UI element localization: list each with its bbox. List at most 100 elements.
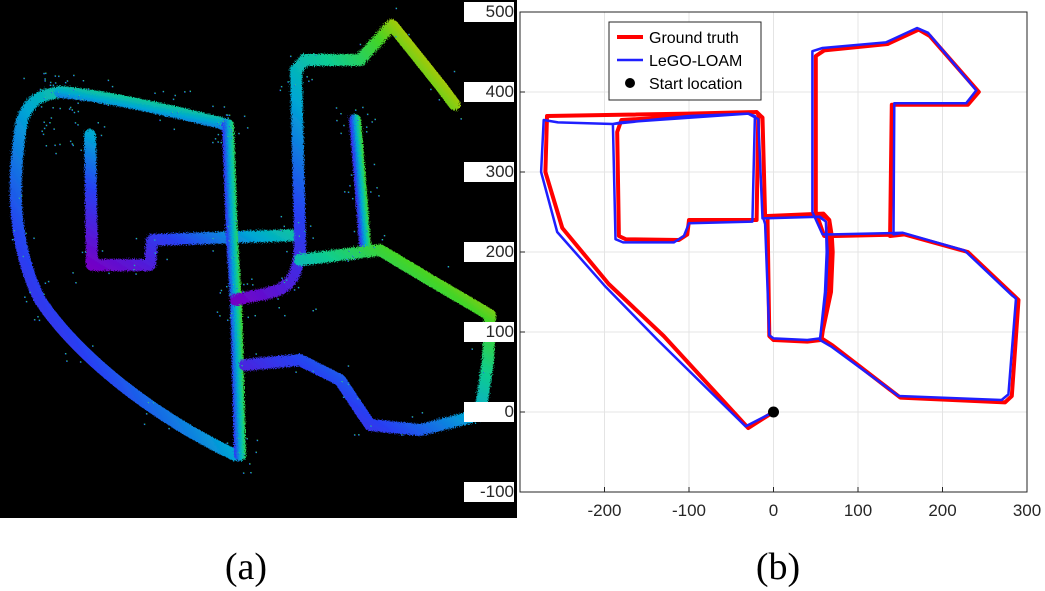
y-tick-label: -100 bbox=[464, 482, 514, 502]
legend: Ground truth LeGO-LOAM Start location bbox=[608, 21, 762, 101]
y-tick-label: 500 bbox=[464, 2, 514, 22]
cloud-point bbox=[369, 425, 372, 428]
cloud-point bbox=[255, 451, 257, 454]
cloud-point bbox=[233, 256, 236, 258]
cloud-point bbox=[40, 106, 43, 108]
cloud-point bbox=[354, 258, 356, 260]
cloud-point bbox=[212, 250, 214, 252]
cloud-point bbox=[68, 108, 71, 110]
cloud-point bbox=[43, 293, 45, 296]
cloud-point bbox=[373, 246, 376, 249]
cloud-point bbox=[279, 89, 282, 92]
cloud-point bbox=[55, 152, 57, 155]
cloud-point bbox=[71, 109, 74, 111]
cloud-point bbox=[103, 126, 106, 128]
cloud-point bbox=[11, 238, 14, 241]
cloud-point bbox=[309, 225, 312, 227]
cloud-point bbox=[42, 133, 45, 136]
series-group bbox=[539, 26, 1021, 430]
cloud-point bbox=[25, 232, 27, 235]
cloud-point bbox=[162, 90, 165, 93]
cloud-point bbox=[358, 434, 360, 436]
cloud-point bbox=[219, 315, 221, 317]
cloud-point bbox=[225, 285, 228, 288]
cloud-point bbox=[308, 80, 310, 83]
cloud-point bbox=[230, 128, 233, 131]
cloud-point bbox=[241, 365, 243, 367]
cloud-point bbox=[222, 121, 224, 123]
cloud-point bbox=[243, 453, 245, 456]
cloud-point bbox=[246, 283, 249, 285]
cloud-point bbox=[33, 237, 35, 240]
cloud-point bbox=[249, 463, 251, 465]
cloud-point bbox=[43, 97, 46, 99]
cloud-point bbox=[91, 345, 94, 347]
cloud-point bbox=[343, 191, 346, 193]
cloud-point bbox=[133, 264, 136, 267]
cloud-point bbox=[278, 307, 280, 309]
x-axis-ticks: -200 -100 0 100 200 300 bbox=[587, 487, 1041, 520]
caption-a: (a) bbox=[224, 546, 268, 588]
cloud-road-segment bbox=[9, 86, 241, 461]
cloud-point bbox=[246, 437, 248, 440]
cloud-point bbox=[216, 311, 219, 313]
cloud-point bbox=[235, 220, 238, 222]
cloud-point bbox=[154, 92, 156, 95]
cloud-point bbox=[363, 245, 366, 247]
cloud-point bbox=[283, 225, 285, 228]
cloud-point bbox=[376, 187, 378, 189]
y-tick-label: 400 bbox=[464, 82, 514, 102]
cloud-point bbox=[29, 291, 31, 294]
cloud-point bbox=[52, 107, 54, 109]
cloud-point bbox=[315, 308, 317, 311]
legend-label: LeGO-LOAM bbox=[649, 53, 742, 70]
cloud-point bbox=[172, 98, 175, 101]
cloud-point bbox=[383, 234, 386, 237]
cloud-point bbox=[20, 195, 23, 197]
cloud-point bbox=[343, 124, 345, 127]
cloud-point bbox=[242, 472, 245, 474]
cloud-point bbox=[173, 128, 176, 131]
cloud-point bbox=[351, 197, 354, 200]
cloud-point bbox=[25, 300, 28, 303]
cloud-point bbox=[315, 54, 318, 56]
cloud-point bbox=[311, 78, 313, 81]
cloud-point bbox=[395, 35, 397, 38]
cloud-point bbox=[305, 253, 307, 256]
series-line-lego-loam bbox=[539, 26, 1018, 428]
cloud-point bbox=[72, 272, 74, 274]
y-tick-label: 300 bbox=[464, 162, 514, 182]
cloud-point bbox=[246, 127, 249, 129]
cloud-point bbox=[78, 95, 80, 97]
legend-label: Start location bbox=[649, 76, 742, 93]
cloud-point bbox=[340, 132, 342, 135]
cloud-point bbox=[460, 118, 462, 120]
cloud-point bbox=[82, 79, 85, 82]
cloud-point bbox=[483, 371, 485, 374]
x-tick-label: 0 bbox=[769, 501, 778, 520]
cloud-point bbox=[354, 109, 357, 111]
cloud-point bbox=[228, 294, 231, 296]
cloud-point bbox=[41, 130, 43, 133]
cloud-road-core bbox=[57, 89, 231, 128]
cloud-point bbox=[145, 413, 148, 415]
cloud-point bbox=[64, 353, 67, 355]
cloud-point bbox=[242, 291, 245, 293]
cloud-point bbox=[105, 103, 108, 105]
cloud-point bbox=[236, 287, 239, 289]
cloud-point bbox=[297, 286, 300, 289]
cloud-point bbox=[159, 119, 161, 122]
cloud-point bbox=[133, 269, 135, 271]
cloud-point bbox=[54, 75, 57, 77]
cloud-point bbox=[356, 398, 359, 400]
cloud-point bbox=[212, 105, 214, 108]
cloud-point bbox=[44, 282, 47, 285]
cloud-point bbox=[353, 230, 356, 233]
cloud-point bbox=[143, 423, 146, 426]
chart-canvas: -200 -100 0 100 200 300 Ground truth LeGO-LOAM… bbox=[519, 11, 1041, 520]
cloud-point bbox=[80, 149, 82, 152]
cloud-point bbox=[68, 94, 70, 96]
cloud-point bbox=[79, 361, 82, 363]
cloud-point bbox=[18, 197, 20, 200]
cloud-point bbox=[75, 98, 77, 101]
